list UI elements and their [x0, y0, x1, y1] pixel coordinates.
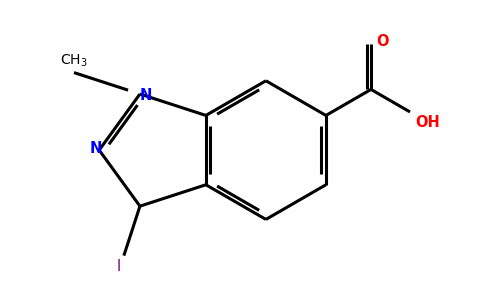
Text: N: N	[139, 88, 151, 103]
Text: I: I	[116, 259, 121, 274]
Text: CH$_3$: CH$_3$	[60, 53, 88, 69]
Text: OH: OH	[416, 115, 440, 130]
Text: N: N	[90, 140, 102, 155]
Text: O: O	[377, 34, 389, 49]
